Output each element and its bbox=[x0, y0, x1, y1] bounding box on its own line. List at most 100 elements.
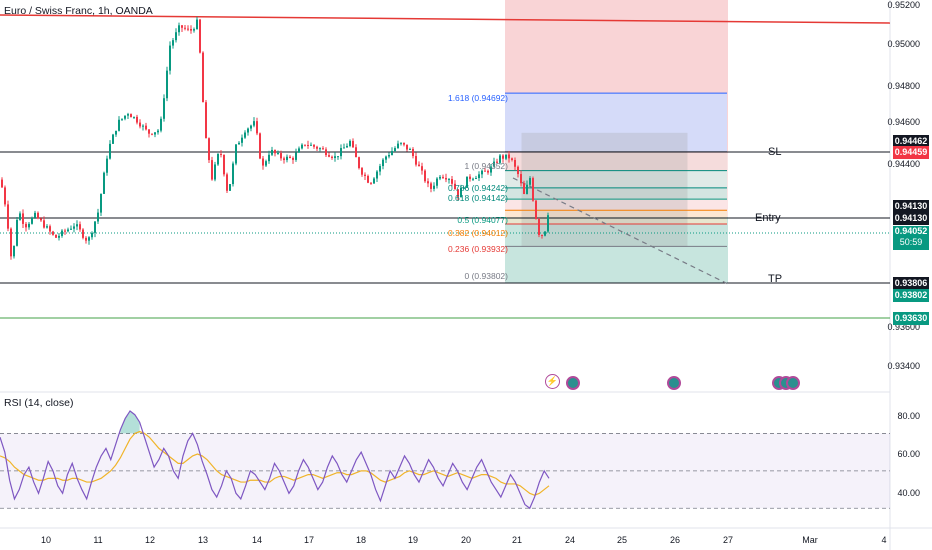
candle-body bbox=[124, 115, 126, 119]
candle-body bbox=[193, 29, 195, 31]
candle-body bbox=[301, 144, 303, 149]
candle-body bbox=[7, 204, 9, 229]
candle-body bbox=[61, 230, 63, 236]
date-label: 20 bbox=[460, 535, 472, 545]
sl-label: SL bbox=[768, 146, 782, 158]
candle-body bbox=[433, 185, 435, 189]
candle-body bbox=[271, 149, 273, 155]
candle-body bbox=[490, 166, 492, 173]
candle-body bbox=[16, 219, 18, 246]
green-line-tag: 0.93630 bbox=[893, 312, 929, 325]
candle-body bbox=[439, 176, 441, 179]
candle-body bbox=[181, 25, 183, 28]
candle-body bbox=[94, 221, 96, 233]
candle-body bbox=[406, 144, 408, 150]
candle-body bbox=[286, 156, 288, 161]
candle-body bbox=[280, 153, 282, 159]
entry-price-tag-2: 0.94130 bbox=[893, 212, 929, 225]
candle-body bbox=[415, 156, 417, 165]
fib-label: 0.382 (0.94012) bbox=[447, 228, 508, 238]
date-label: 13 bbox=[197, 535, 209, 545]
candle-body bbox=[283, 158, 285, 161]
candle-body bbox=[97, 212, 99, 222]
candle-body bbox=[172, 40, 174, 46]
candle-body bbox=[352, 140, 354, 148]
candle-body bbox=[187, 28, 189, 30]
candle-body bbox=[235, 144, 237, 164]
sl-red-tag: 0.94459 bbox=[893, 146, 929, 159]
candle-body bbox=[400, 142, 402, 144]
economic-event-icon[interactable] bbox=[786, 376, 800, 390]
candle-body bbox=[40, 218, 42, 221]
candle-body bbox=[355, 147, 357, 158]
candle-body bbox=[205, 102, 207, 139]
candle-body bbox=[451, 179, 453, 184]
candle-body bbox=[481, 170, 483, 175]
date-label: 21 bbox=[511, 535, 523, 545]
candle-body bbox=[10, 228, 12, 257]
candle-body bbox=[133, 116, 135, 118]
candle-body bbox=[418, 164, 420, 167]
tp-label: TP bbox=[768, 273, 783, 285]
economic-event-icon[interactable] bbox=[566, 376, 580, 390]
candle-body bbox=[49, 226, 51, 232]
candle-body bbox=[544, 231, 546, 236]
candle-body bbox=[112, 134, 114, 144]
candle-body bbox=[316, 146, 318, 149]
economic-event-icon[interactable] bbox=[667, 376, 681, 390]
candle-body bbox=[487, 170, 489, 173]
candle-body bbox=[154, 132, 156, 135]
candle-body bbox=[535, 200, 537, 220]
candle-body bbox=[427, 181, 429, 184]
range-box bbox=[521, 132, 688, 247]
candle-body bbox=[337, 156, 339, 158]
candle-body bbox=[202, 52, 204, 103]
candle-body bbox=[229, 184, 231, 191]
candle-body bbox=[106, 158, 108, 173]
candle-body bbox=[367, 175, 369, 183]
candle-body bbox=[292, 157, 294, 160]
candle-body bbox=[508, 154, 510, 159]
candle-body bbox=[502, 155, 504, 159]
candle-body bbox=[373, 178, 375, 184]
date-label: 4 bbox=[881, 535, 887, 545]
fib-label: 0.236 (0.93932) bbox=[447, 244, 508, 254]
candle-body bbox=[169, 45, 171, 71]
candle-body bbox=[376, 171, 378, 179]
candle-body bbox=[268, 154, 270, 162]
rsi-overbought-fill bbox=[120, 410, 140, 434]
last-price: 0.94052 bbox=[894, 226, 928, 236]
candle-body bbox=[526, 184, 528, 194]
lightning-event-icon[interactable]: ⚡ bbox=[545, 374, 560, 389]
candle-body bbox=[73, 226, 75, 229]
fib-label: 1.618 (0.94692) bbox=[447, 93, 508, 103]
price-tick: 0.95000 bbox=[887, 39, 920, 49]
candle-body bbox=[103, 172, 105, 194]
candle-body bbox=[247, 128, 249, 133]
candle-body bbox=[463, 187, 465, 189]
tp-price-tag: 0.93806 bbox=[893, 277, 929, 290]
candle-body bbox=[379, 166, 381, 172]
candle-body bbox=[436, 178, 438, 186]
candle-body bbox=[4, 187, 6, 205]
candle-body bbox=[325, 149, 327, 156]
fib-label: 0.786 (0.94242) bbox=[447, 183, 508, 193]
candle-body bbox=[88, 237, 90, 241]
candle-body bbox=[361, 168, 363, 175]
candle-body bbox=[226, 174, 228, 191]
candle-body bbox=[115, 130, 117, 135]
candle-body bbox=[151, 133, 153, 135]
candle-body bbox=[199, 19, 201, 53]
candle-body bbox=[364, 174, 366, 176]
candle-body bbox=[142, 125, 144, 127]
candle-body bbox=[82, 229, 84, 238]
candle-body bbox=[109, 143, 111, 159]
candle-body bbox=[220, 153, 222, 155]
tp-price-tag-2: 0.93802 bbox=[893, 289, 929, 302]
price-tick: 0.93600 bbox=[887, 322, 920, 332]
date-label: 14 bbox=[251, 535, 263, 545]
candle-body bbox=[346, 145, 348, 148]
projection-line bbox=[512, 177, 729, 285]
date-label: 24 bbox=[564, 535, 576, 545]
